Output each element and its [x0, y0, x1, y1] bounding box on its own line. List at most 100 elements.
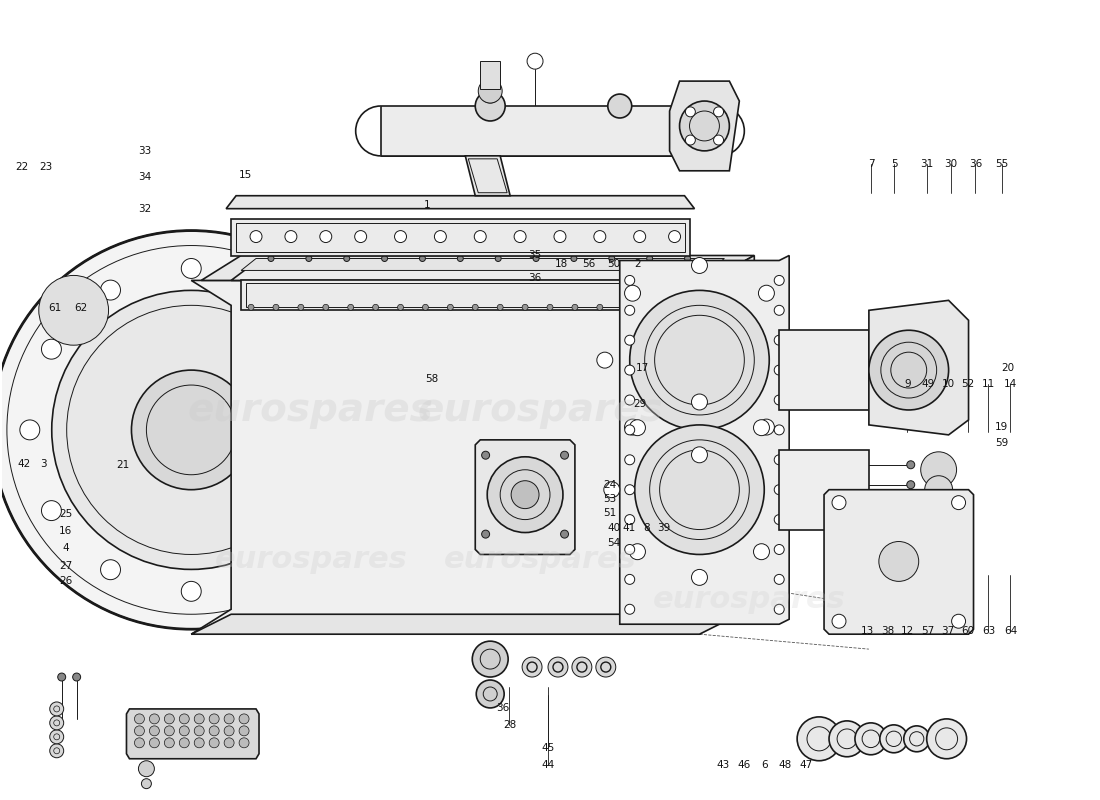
Circle shape: [179, 714, 189, 724]
Text: 48: 48: [778, 760, 791, 770]
Text: 14: 14: [1004, 379, 1018, 389]
Circle shape: [150, 726, 160, 736]
Circle shape: [50, 716, 64, 730]
Text: 32: 32: [138, 204, 151, 214]
Circle shape: [952, 496, 966, 510]
Circle shape: [419, 255, 426, 262]
Circle shape: [629, 420, 646, 436]
Circle shape: [680, 101, 729, 151]
Polygon shape: [231, 266, 719, 281]
Circle shape: [774, 395, 784, 405]
Circle shape: [548, 657, 568, 677]
Circle shape: [354, 230, 366, 242]
Polygon shape: [191, 614, 739, 634]
Circle shape: [42, 339, 62, 359]
Circle shape: [625, 275, 635, 286]
Text: 25: 25: [59, 509, 73, 519]
Circle shape: [906, 342, 915, 349]
Circle shape: [906, 501, 915, 509]
Circle shape: [522, 304, 528, 310]
Circle shape: [285, 230, 297, 242]
Text: 60: 60: [961, 626, 975, 636]
Circle shape: [625, 425, 635, 435]
Text: 37: 37: [942, 626, 955, 636]
Circle shape: [182, 258, 201, 278]
Circle shape: [373, 304, 378, 310]
Circle shape: [322, 304, 329, 310]
Circle shape: [625, 335, 635, 345]
Circle shape: [625, 455, 635, 465]
Circle shape: [685, 107, 695, 117]
Text: 39: 39: [658, 522, 671, 533]
Text: eurospares: eurospares: [653, 585, 846, 614]
Text: 63: 63: [982, 626, 996, 636]
Circle shape: [482, 530, 490, 538]
Circle shape: [880, 725, 907, 753]
Circle shape: [150, 714, 160, 724]
Circle shape: [832, 496, 846, 510]
Circle shape: [921, 452, 957, 488]
Circle shape: [692, 258, 707, 274]
Circle shape: [239, 726, 249, 736]
Circle shape: [774, 425, 784, 435]
Circle shape: [774, 455, 784, 465]
Text: 11: 11: [982, 379, 996, 389]
Circle shape: [869, 330, 948, 410]
Circle shape: [249, 304, 254, 310]
Text: 15: 15: [239, 170, 252, 180]
Circle shape: [321, 501, 341, 521]
Text: 21: 21: [116, 459, 129, 470]
Circle shape: [561, 530, 569, 538]
Circle shape: [925, 476, 953, 504]
Text: 34: 34: [138, 172, 151, 182]
Circle shape: [250, 230, 262, 242]
Circle shape: [132, 370, 251, 490]
Text: 7: 7: [868, 159, 875, 169]
Text: 52: 52: [961, 379, 975, 389]
Circle shape: [572, 657, 592, 677]
Circle shape: [571, 255, 576, 262]
Circle shape: [474, 230, 486, 242]
Circle shape: [39, 275, 109, 345]
Text: 64: 64: [1004, 626, 1018, 636]
Circle shape: [164, 714, 174, 724]
Circle shape: [224, 738, 234, 748]
Circle shape: [209, 726, 219, 736]
Text: 42: 42: [18, 458, 31, 469]
Circle shape: [634, 230, 646, 242]
Circle shape: [179, 726, 189, 736]
Circle shape: [475, 91, 505, 121]
Circle shape: [625, 306, 635, 315]
Text: 40: 40: [607, 522, 620, 533]
Text: 30: 30: [945, 159, 958, 169]
Text: eurospares: eurospares: [417, 391, 663, 429]
Circle shape: [274, 275, 343, 345]
Circle shape: [481, 83, 500, 103]
Circle shape: [182, 582, 201, 602]
Polygon shape: [126, 709, 258, 758]
Text: 12: 12: [901, 626, 914, 636]
Circle shape: [100, 280, 121, 300]
Circle shape: [134, 738, 144, 748]
Circle shape: [625, 485, 635, 494]
Circle shape: [906, 461, 915, 469]
Circle shape: [497, 304, 503, 310]
Circle shape: [57, 673, 66, 681]
Text: 10: 10: [942, 379, 955, 389]
Circle shape: [952, 614, 966, 628]
Circle shape: [754, 420, 770, 436]
Circle shape: [774, 365, 784, 375]
Polygon shape: [779, 330, 869, 410]
Circle shape: [774, 485, 784, 494]
Circle shape: [608, 255, 615, 262]
Circle shape: [512, 481, 539, 509]
Circle shape: [239, 738, 249, 748]
Text: 18: 18: [554, 259, 568, 270]
Circle shape: [209, 738, 219, 748]
Circle shape: [472, 304, 478, 310]
Circle shape: [50, 744, 64, 758]
Circle shape: [692, 570, 707, 586]
Text: 57: 57: [922, 626, 935, 636]
Polygon shape: [191, 281, 739, 634]
Circle shape: [635, 425, 764, 554]
